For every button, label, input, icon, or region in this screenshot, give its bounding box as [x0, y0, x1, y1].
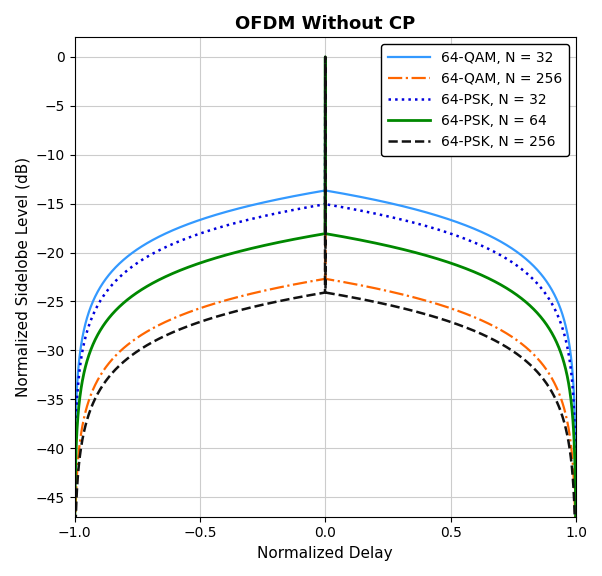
- 64-QAM, N = 256: [321, 54, 329, 60]
- 64-QAM, N = 256: [324, 276, 331, 283]
- 64-PSK, N = 256: [324, 289, 331, 296]
- 64-PSK, N = 32: [538, 285, 545, 292]
- 64-QAM, N = 32: [530, 263, 538, 270]
- 64-PSK, N = 32: [565, 350, 572, 357]
- 64-PSK, N = 256: [387, 302, 394, 309]
- 64-PSK, N = 32: [265, 211, 273, 218]
- 64-QAM, N = 256: [387, 288, 394, 295]
- Line: 64-PSK, N = 32: 64-PSK, N = 32: [75, 57, 576, 576]
- 64-PSK, N = 256: [321, 54, 329, 60]
- 64-PSK, N = 64: [538, 314, 545, 321]
- 64-PSK, N = 256: [538, 373, 545, 380]
- 64-QAM, N = 32: [565, 336, 572, 343]
- Line: 64-QAM, N = 256: 64-QAM, N = 256: [75, 57, 576, 576]
- 64-PSK, N = 256: [265, 300, 273, 307]
- Title: OFDM Without CP: OFDM Without CP: [235, 15, 415, 33]
- 64-QAM, N = 256: [265, 286, 273, 293]
- 64-QAM, N = 32: [324, 187, 331, 194]
- 64-PSK, N = 64: [324, 230, 331, 237]
- 64-PSK, N = 64: [387, 243, 394, 250]
- 64-QAM, N = 32: [387, 200, 394, 207]
- 64-PSK, N = 32: [530, 276, 538, 283]
- X-axis label: Normalized Delay: Normalized Delay: [258, 546, 393, 561]
- 64-QAM, N = 256: [538, 359, 545, 366]
- 64-QAM, N = 256: [565, 425, 572, 431]
- Legend: 64-QAM, N = 32, 64-QAM, N = 256, 64-PSK, N = 32, 64-PSK, N = 64, 64-PSK, N = 256: 64-QAM, N = 32, 64-QAM, N = 256, 64-PSK,…: [381, 44, 569, 156]
- 64-PSK, N = 64: [321, 54, 329, 60]
- 64-QAM, N = 32: [265, 198, 273, 204]
- 64-PSK, N = 32: [324, 201, 331, 208]
- 64-QAM, N = 32: [321, 54, 329, 60]
- Line: 64-QAM, N = 32: 64-QAM, N = 32: [75, 57, 576, 576]
- 64-PSK, N = 64: [565, 379, 572, 386]
- 64-QAM, N = 32: [538, 271, 545, 278]
- Y-axis label: Normalized Sidelobe Level (dB): Normalized Sidelobe Level (dB): [15, 157, 30, 397]
- 64-PSK, N = 256: [565, 438, 572, 445]
- 64-PSK, N = 64: [530, 306, 538, 313]
- 64-QAM, N = 256: [530, 351, 538, 358]
- 64-PSK, N = 32: [387, 214, 394, 221]
- Line: 64-PSK, N = 64: 64-PSK, N = 64: [75, 57, 576, 576]
- 64-PSK, N = 32: [321, 54, 329, 60]
- 64-PSK, N = 64: [265, 241, 273, 248]
- 64-PSK, N = 256: [530, 365, 538, 372]
- Line: 64-PSK, N = 256: 64-PSK, N = 256: [75, 57, 576, 576]
